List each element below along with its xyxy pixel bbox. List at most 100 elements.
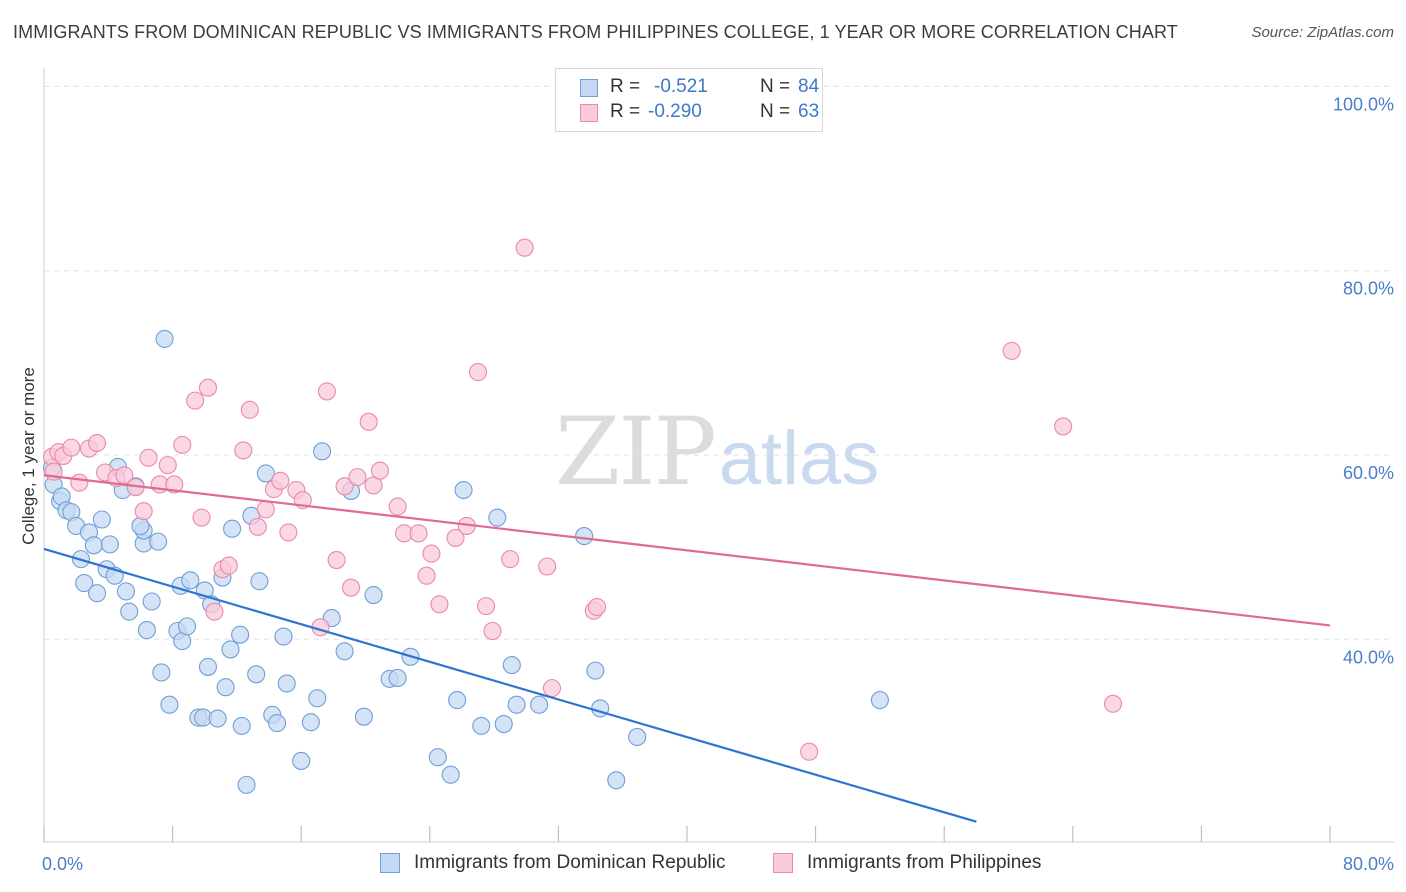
point-dominican <box>507 695 526 714</box>
point-dominican <box>237 775 256 794</box>
point-dominican <box>502 656 521 675</box>
point-dominican <box>488 508 507 527</box>
point-philippines <box>483 621 502 641</box>
point-philippines <box>430 595 449 614</box>
y-axis-label: College, 1 year or more <box>19 367 38 545</box>
point-dominican <box>216 678 235 697</box>
point-philippines <box>192 508 211 527</box>
point-dominican <box>178 617 197 636</box>
point-dominican <box>628 727 647 747</box>
point-dominican <box>181 571 200 590</box>
point-dominican <box>160 695 179 714</box>
y-tick-label: 40.0% <box>1343 647 1394 667</box>
point-philippines <box>317 382 336 401</box>
point-philippines <box>1054 417 1073 436</box>
point-philippines <box>87 433 107 453</box>
point-philippines <box>327 550 346 570</box>
point-dominican <box>428 748 447 767</box>
point-dominican <box>301 713 320 732</box>
point-dominican <box>221 640 240 659</box>
y-tick-label: 80.0% <box>1343 279 1394 299</box>
point-dominican <box>120 602 139 621</box>
trend-line-dominican <box>43 547 977 823</box>
point-philippines <box>538 557 557 576</box>
point-philippines <box>446 528 465 547</box>
chart-title: IMMIGRANTS FROM DOMINICAN REPUBLIC VS IM… <box>13 22 1178 42</box>
point-dominican <box>100 535 119 554</box>
point-philippines <box>271 471 290 490</box>
point-philippines <box>468 363 488 382</box>
point-philippines <box>134 502 153 521</box>
point-dominican <box>142 592 161 611</box>
legend-r-label: R = <box>610 76 641 97</box>
y-tick-label: 100.0% <box>1333 94 1394 114</box>
legend-swatch-dominican <box>580 79 598 97</box>
point-dominican <box>607 771 626 790</box>
source-label: Source: ZipAtlas.com <box>1251 24 1394 41</box>
watermark: ZIPatlas <box>555 398 879 507</box>
point-philippines <box>515 238 534 257</box>
point-philippines <box>139 448 158 467</box>
legend-r-label: R = <box>610 101 641 122</box>
bottom-legend-label-dominican: Immigrants from Dominican Republic <box>414 852 726 873</box>
point-philippines <box>348 468 367 487</box>
point-dominican <box>116 582 136 601</box>
point-philippines <box>205 602 224 621</box>
point-dominican <box>313 442 332 461</box>
bottom-legend-swatch-philippines <box>773 853 793 873</box>
point-philippines <box>198 378 218 397</box>
point-dominican <box>87 584 107 603</box>
point-dominican <box>354 707 373 726</box>
x-ticks <box>43 826 1331 842</box>
point-dominican <box>84 536 103 555</box>
x-tick-label-max: 80.0% <box>1343 854 1394 874</box>
point-dominican <box>454 480 473 500</box>
stats-legend: R = -0.521 N = 84 R = -0.290 N = 63 <box>555 68 823 132</box>
point-dominican <box>250 572 269 591</box>
point-philippines <box>234 441 253 460</box>
point-philippines <box>417 566 436 585</box>
point-philippines <box>1103 694 1123 713</box>
point-dominican <box>231 625 250 644</box>
point-dominican <box>198 657 218 676</box>
point-dominican <box>472 716 491 735</box>
point-philippines <box>477 597 496 616</box>
point-dominican <box>131 516 150 536</box>
point-dominican <box>208 709 227 728</box>
point-philippines <box>422 544 441 563</box>
legend-n-label: N = <box>760 76 791 97</box>
point-dominican <box>575 527 594 546</box>
point-philippines <box>341 578 361 597</box>
point-dominican <box>448 691 467 710</box>
point-dominican <box>308 689 327 708</box>
point-dominican <box>494 715 513 734</box>
point-dominican <box>388 668 407 688</box>
bottom-legend-label-philippines: Immigrants from Philippines <box>807 852 1042 873</box>
point-philippines <box>173 435 192 454</box>
gridlines <box>44 85 1394 640</box>
point-dominican <box>530 695 549 714</box>
point-philippines <box>359 412 378 431</box>
point-dominican <box>274 627 293 646</box>
point-dominican <box>586 661 605 680</box>
point-dominican <box>441 765 460 784</box>
point-philippines <box>409 524 428 543</box>
point-philippines <box>240 400 259 419</box>
point-dominican <box>277 674 296 693</box>
legend-r-value: -0.521 <box>654 76 708 97</box>
point-philippines <box>335 477 354 496</box>
point-philippines <box>158 456 177 475</box>
point-dominican <box>247 665 266 684</box>
point-dominican <box>364 586 383 605</box>
series-philippines-points <box>42 238 1123 761</box>
point-dominican <box>232 716 251 735</box>
point-philippines <box>256 500 275 519</box>
point-dominican <box>75 574 94 593</box>
point-philippines <box>62 438 81 457</box>
series-dominican-points <box>42 329 889 794</box>
legend-n-label: N = <box>760 101 791 122</box>
point-philippines <box>542 679 562 698</box>
x-tick-label-min: 0.0% <box>42 854 83 874</box>
point-philippines <box>501 550 520 569</box>
